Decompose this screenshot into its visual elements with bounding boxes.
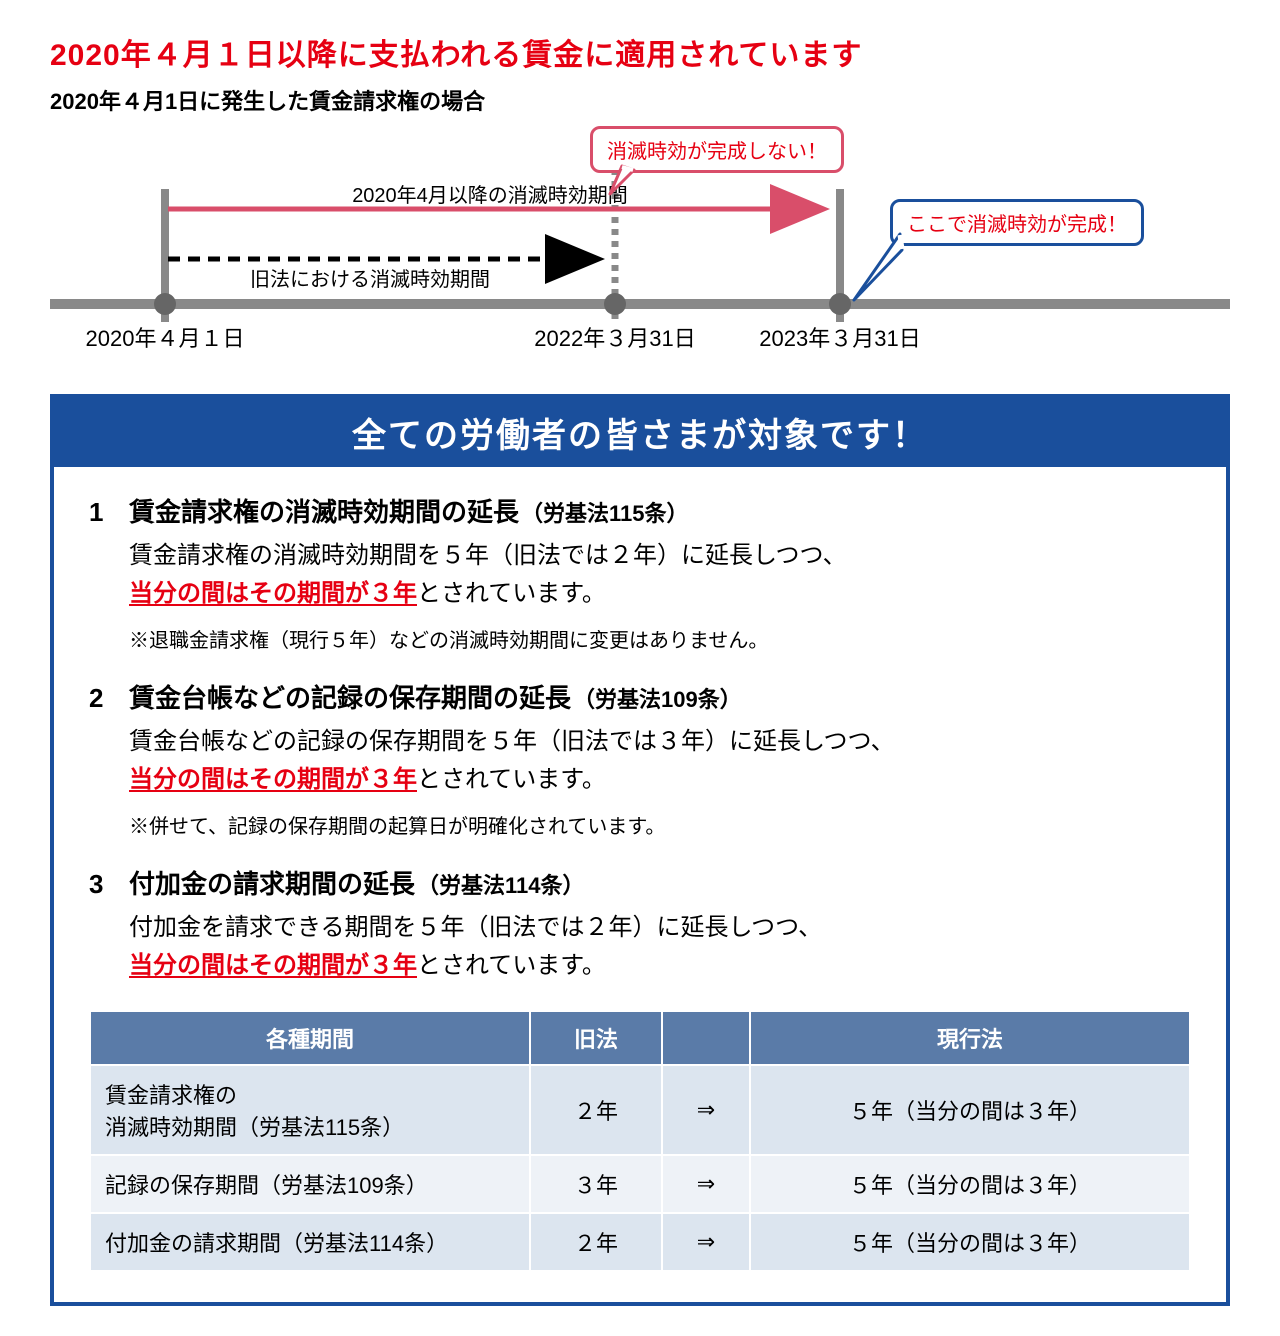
date-label-3: 2023年３月31日 [759, 326, 920, 351]
table-cell: ３年 [530, 1155, 662, 1213]
section-emphasis: 当分の間はその期間が３年 [129, 952, 417, 979]
table-header-cell: 現行法 [750, 1011, 1190, 1065]
dot-2 [604, 293, 626, 315]
section-note: ※退職金請求権（現行５年）などの消滅時効期間に変更はありません。 [129, 626, 1191, 656]
section-body-pre: 賃金請求権の消滅時効期間を５年（旧法では２年）に延長しつつ、 [129, 542, 847, 569]
table-header-cell: 旧法 [530, 1011, 662, 1065]
table-row: 記録の保存期間（労基法109条）３年⇒５年（当分の間は３年） [90, 1155, 1190, 1213]
section-body-post: とされています。 [417, 580, 606, 607]
section-heading: 1賃金請求権の消滅時効期間の延長（労基法115条） [89, 492, 1191, 529]
section-number: 3 [89, 869, 129, 900]
section-note: ※併せて、記録の保存期間の起算日が明確化されています。 [129, 812, 1191, 842]
section-number: 1 [89, 497, 129, 528]
table-row: 賃金請求権の消滅時効期間（労基法115条）２年⇒５年（当分の間は３年） [90, 1065, 1190, 1155]
section-heading: 2賃金台帳などの記録の保存期間の延長（労基法109条） [89, 678, 1191, 715]
callout-top-tail [602, 164, 642, 204]
section-body: 付加金を請求できる期間を５年（旧法では２年）に延長しつつ、当分の間はその期間が３… [129, 909, 1191, 986]
table-cell: ⇒ [662, 1065, 750, 1155]
section-number: 2 [89, 683, 129, 714]
table-cell: ⇒ [662, 1155, 750, 1213]
table-cell: ５年（当分の間は３年） [750, 1065, 1190, 1155]
comparison-table: 各種期間旧法 現行法 賃金請求権の消滅時効期間（労基法115条）２年⇒５年（当分の… [89, 1010, 1191, 1272]
date-label-2: 2022年３月31日 [534, 326, 695, 351]
table-header-cell [662, 1011, 750, 1065]
timeline-diagram: 2020年4月以降の消滅時効期間 旧法における消滅時効期間 2020年４月１日 … [50, 124, 1230, 374]
date-label-1: 2020年４月１日 [86, 326, 245, 351]
main-title: 2020年４月１日以降に支払われる賃金に適用されています [50, 30, 1230, 74]
table-cell: ５年（当分の間は３年） [750, 1213, 1190, 1271]
callout-right-tail [850, 232, 910, 312]
dot-3 [829, 293, 851, 315]
section-emphasis: 当分の間はその期間が３年 [129, 766, 417, 793]
section-body-pre: 付加金を請求できる期間を５年（旧法では２年）に延長しつつ、 [129, 914, 822, 941]
callout-complete: ここで消滅時効が完成！ [890, 199, 1144, 246]
section-law-ref: （労基法114条） [417, 868, 585, 900]
callout-complete-text: ここで消滅時効が完成！ [907, 214, 1127, 236]
section-body: 賃金台帳などの記録の保存期間を５年（旧法では３年）に延長しつつ、当分の間はその期… [129, 723, 1191, 800]
table-cell: ５年（当分の間は３年） [750, 1155, 1190, 1213]
section-1: 1賃金請求権の消滅時効期間の延長（労基法115条） 賃金請求権の消滅時効期間を５年… [89, 492, 1191, 656]
callout-not-complete-text: 消滅時効が完成しない！ [607, 141, 827, 163]
section-3: 3付加金の請求期間の延長（労基法114条） 付加金を請求できる期間を５年（旧法では… [89, 864, 1191, 986]
section-2: 2賃金台帳などの記録の保存期間の延長（労基法109条）賃金台帳などの記録の保存期… [89, 678, 1191, 842]
section-body-post: とされています。 [417, 952, 606, 979]
table-cell: 記録の保存期間（労基法109条） [90, 1155, 530, 1213]
section-title: 賃金請求権の消滅時効期間の延長 [129, 492, 519, 529]
section-law-ref: （労基法109条） [573, 682, 742, 714]
section-title: 付加金の請求期間の延長 [129, 864, 415, 901]
table-cell: 付加金の請求期間（労基法114条） [90, 1213, 530, 1271]
table-cell: ２年 [530, 1065, 662, 1155]
table-cell: ２年 [530, 1213, 662, 1271]
section-title: 賃金台帳などの記録の保存期間の延長 [129, 678, 571, 715]
table-row: 付加金の請求期間（労基法114条）２年⇒５年（当分の間は３年） [90, 1213, 1190, 1271]
table-cell: 賃金請求権の消滅時効期間（労基法115条） [90, 1065, 530, 1155]
blue-box: 全ての労働者の皆さまが対象です！ 1賃金請求権の消滅時効期間の延長（労基法115… [50, 394, 1230, 1306]
section-emphasis: 当分の間はその期間が３年 [129, 580, 417, 607]
solid-arrow-label: 2020年4月以降の消滅時効期間 [352, 184, 628, 207]
section-body-pre: 賃金台帳などの記録の保存期間を５年（旧法では３年）に延長しつつ、 [129, 728, 895, 755]
table-cell: ⇒ [662, 1213, 750, 1271]
subtitle: 2020年４月1日に発生した賃金請求権の場合 [50, 84, 1230, 116]
section-body-post: とされています。 [417, 766, 606, 793]
content-area: 1賃金請求権の消滅時効期間の延長（労基法115条） 賃金請求権の消滅時効期間を５年… [54, 467, 1226, 1302]
blue-box-header: 全ての労働者の皆さまが対象です！ [54, 398, 1226, 467]
dot-1 [154, 293, 176, 315]
section-law-ref: （労基法115条） [521, 496, 689, 528]
section-body: 賃金請求権の消滅時効期間を５年（旧法では２年）に延長しつつ、当分の間はその期間が… [129, 537, 1191, 614]
table-header-cell: 各種期間 [90, 1011, 530, 1065]
dashed-arrow-label: 旧法における消滅時効期間 [250, 268, 490, 291]
section-heading: 3付加金の請求期間の延長（労基法114条） [89, 864, 1191, 901]
